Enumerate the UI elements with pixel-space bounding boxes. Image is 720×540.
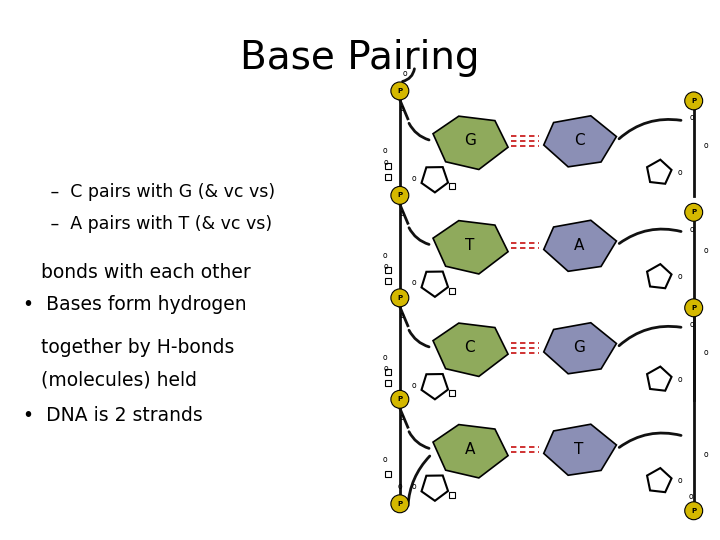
- Bar: [449, 184, 454, 190]
- Bar: [385, 369, 391, 375]
- Text: o: o: [678, 168, 682, 177]
- Bar: [385, 471, 391, 477]
- Text: G: G: [464, 133, 475, 148]
- Circle shape: [391, 390, 409, 408]
- Text: o: o: [382, 455, 387, 463]
- Text: A: A: [574, 238, 585, 253]
- Text: o: o: [400, 413, 404, 422]
- Circle shape: [685, 92, 703, 110]
- Polygon shape: [433, 424, 508, 478]
- Text: bonds with each other: bonds with each other: [23, 263, 251, 282]
- Text: G: G: [573, 340, 585, 355]
- Text: o: o: [690, 113, 694, 122]
- Polygon shape: [647, 367, 672, 391]
- Circle shape: [391, 495, 409, 513]
- Text: o: o: [411, 381, 416, 390]
- Circle shape: [391, 289, 409, 307]
- Text: P: P: [397, 501, 402, 507]
- Polygon shape: [544, 424, 616, 475]
- Text: o: o: [397, 482, 402, 491]
- Text: o: o: [411, 279, 416, 287]
- Text: o: o: [703, 141, 708, 150]
- Text: o: o: [690, 320, 694, 329]
- Polygon shape: [647, 160, 672, 184]
- Circle shape: [685, 204, 703, 221]
- Text: o: o: [690, 225, 694, 234]
- Text: Base Pairing: Base Pairing: [240, 39, 480, 77]
- Text: A: A: [464, 442, 474, 457]
- Text: o: o: [384, 261, 388, 271]
- Text: T: T: [575, 442, 584, 457]
- Circle shape: [685, 299, 703, 317]
- Text: P: P: [691, 210, 696, 215]
- Polygon shape: [647, 468, 672, 492]
- Text: P: P: [691, 98, 696, 104]
- Text: C: C: [574, 133, 585, 148]
- Polygon shape: [433, 221, 508, 274]
- Text: o: o: [400, 311, 404, 320]
- Bar: [385, 267, 391, 273]
- Polygon shape: [421, 272, 448, 297]
- Text: P: P: [397, 88, 402, 94]
- Text: o: o: [678, 476, 682, 485]
- Text: P: P: [397, 295, 402, 301]
- Bar: [385, 380, 391, 387]
- Text: together by H-bonds: together by H-bonds: [23, 339, 234, 357]
- Text: o: o: [703, 246, 708, 254]
- Text: P: P: [397, 396, 402, 402]
- Circle shape: [391, 82, 409, 100]
- Polygon shape: [421, 167, 448, 192]
- Bar: [385, 163, 391, 168]
- Polygon shape: [421, 476, 448, 501]
- Polygon shape: [544, 116, 616, 167]
- Polygon shape: [433, 116, 508, 170]
- Text: o: o: [678, 375, 682, 384]
- Text: o: o: [411, 482, 416, 491]
- Text: o: o: [382, 251, 387, 260]
- Text: o: o: [400, 104, 404, 113]
- Text: –  A pairs with T (& vc vs): – A pairs with T (& vc vs): [34, 215, 271, 233]
- Text: o: o: [703, 348, 708, 357]
- Text: o: o: [688, 492, 693, 501]
- Polygon shape: [421, 374, 448, 399]
- Bar: [449, 492, 454, 498]
- Circle shape: [685, 502, 703, 519]
- Text: •  DNA is 2 strands: • DNA is 2 strands: [23, 406, 202, 424]
- Text: o: o: [411, 174, 416, 183]
- Text: •  Bases form hydrogen: • Bases form hydrogen: [23, 295, 246, 314]
- Text: (molecules) held: (molecules) held: [23, 370, 197, 390]
- Text: P: P: [691, 305, 696, 311]
- Text: o: o: [384, 364, 388, 373]
- Text: T: T: [465, 238, 474, 253]
- Text: o: o: [678, 273, 682, 281]
- Text: o: o: [382, 146, 387, 155]
- Bar: [385, 174, 391, 180]
- Text: P: P: [397, 192, 402, 198]
- Text: o: o: [382, 353, 387, 362]
- Text: o: o: [400, 209, 404, 218]
- Text: C: C: [464, 340, 475, 355]
- Polygon shape: [544, 323, 616, 374]
- Bar: [449, 288, 454, 294]
- Circle shape: [391, 186, 409, 204]
- Polygon shape: [433, 323, 508, 376]
- Polygon shape: [647, 264, 672, 288]
- Text: o: o: [703, 449, 708, 458]
- Text: o: o: [402, 69, 407, 78]
- Bar: [385, 278, 391, 284]
- Polygon shape: [544, 220, 616, 271]
- Bar: [449, 390, 454, 396]
- Text: o: o: [384, 158, 388, 167]
- Text: –  C pairs with G (& vc vs): – C pairs with G (& vc vs): [34, 183, 275, 201]
- Text: P: P: [691, 508, 696, 514]
